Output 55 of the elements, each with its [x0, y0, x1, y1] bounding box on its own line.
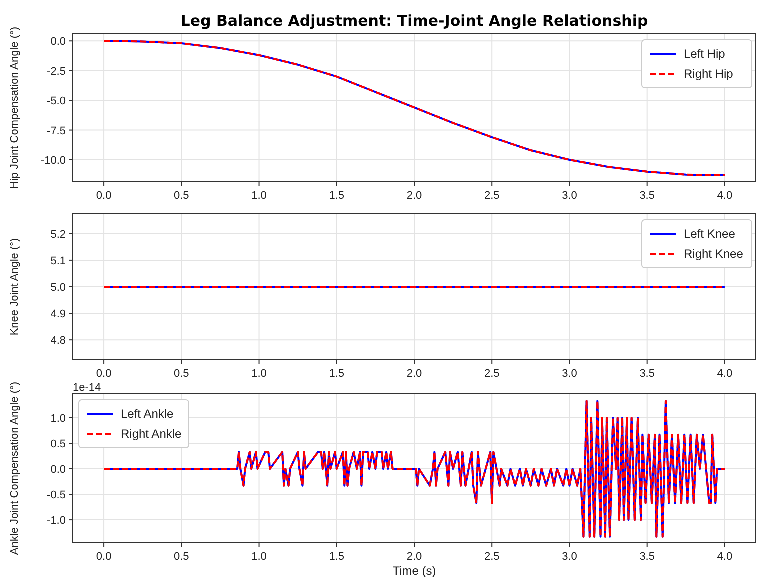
x-tick-label: 4.0 — [717, 190, 733, 202]
y-tick-label: 5.0 — [50, 282, 66, 294]
y-tick-label: 0.0 — [50, 36, 66, 48]
x-tick-label: 0.5 — [174, 190, 190, 202]
y-tick-label: -0.5 — [47, 490, 66, 502]
x-tick-label: 3.0 — [562, 551, 578, 563]
y-tick-label: -7.5 — [47, 125, 66, 138]
x-tick-label: 1.0 — [252, 190, 267, 202]
legend-label: Right Knee — [684, 247, 744, 261]
x-tick-label: 2.5 — [484, 551, 500, 563]
x-tick-label: 1.5 — [329, 551, 345, 563]
x-axis-title: Time (s) — [392, 564, 436, 578]
x-tick-label: 2.5 — [484, 190, 500, 202]
x-tick-label: 1.0 — [252, 551, 267, 563]
y-tick-label: 4.9 — [50, 308, 66, 321]
y-tick-label: 0.0 — [50, 464, 66, 476]
x-tick-label: 2.0 — [406, 551, 422, 563]
legend-label: Right Ankle — [121, 427, 182, 441]
x-tick-label: 1.5 — [329, 368, 345, 380]
x-tick-label: 3.5 — [640, 368, 655, 380]
x-tick-label: 2.0 — [406, 190, 422, 202]
legend-label: Left Knee — [684, 227, 736, 241]
x-tick-label: 3.0 — [562, 368, 578, 380]
legend-label: Left Hip — [684, 47, 726, 61]
y-tick-label: -2.5 — [47, 66, 66, 78]
line-series — [103, 400, 726, 538]
x-tick-label: 1.5 — [329, 190, 345, 202]
y-tick-label: -10.0 — [40, 155, 66, 168]
y-axis-title: Ankle Joint Compensation Angle (°) — [9, 382, 21, 556]
chart-title: Leg Balance Adjustment: Time-Joint Angle Relationship — [180, 12, 648, 30]
y-tick-label: 0.5 — [50, 438, 66, 450]
x-tick-label: 0.0 — [96, 368, 112, 380]
x-tick-label: 3.5 — [640, 551, 655, 563]
legend-label: Right Hip — [684, 67, 734, 81]
legend-label: Left Ankle — [121, 407, 174, 421]
y-tick-label: 5.2 — [50, 228, 66, 241]
y-tick-label: -1.0 — [47, 515, 66, 528]
x-tick-label: 2.5 — [484, 368, 500, 380]
y-tick-label: 1.0 — [50, 412, 66, 425]
annotation: 1e-14 — [73, 382, 102, 394]
x-tick-label: 0.0 — [96, 551, 112, 563]
x-tick-label: 0.5 — [174, 551, 190, 563]
y-axis-title: Hip Joint Compensation Angle (°) — [9, 26, 21, 190]
y-axis-title: Knee Joint Angle (°) — [9, 238, 21, 336]
y-tick-label: -5.0 — [47, 96, 66, 108]
x-tick-label: 1.0 — [252, 368, 267, 380]
x-tick-label: 0.5 — [174, 368, 190, 380]
x-tick-label: 0.0 — [96, 190, 112, 202]
x-tick-label: 4.0 — [717, 551, 733, 563]
x-tick-label: 3.0 — [562, 190, 578, 202]
y-tick-label: 5.1 — [50, 255, 66, 268]
x-tick-label: 3.5 — [640, 190, 655, 202]
x-tick-label: 2.0 — [406, 368, 422, 380]
x-tick-label: 4.0 — [717, 368, 733, 380]
y-tick-label: 4.8 — [50, 335, 66, 348]
